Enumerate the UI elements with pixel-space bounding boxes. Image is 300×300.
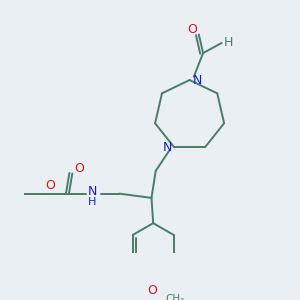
Text: H: H	[224, 37, 233, 50]
Text: N: N	[88, 184, 97, 198]
Text: CH₃: CH₃	[165, 294, 184, 300]
Text: H: H	[88, 197, 97, 207]
Text: O: O	[147, 284, 157, 297]
Text: O: O	[74, 162, 84, 175]
Text: O: O	[187, 23, 197, 36]
Text: N: N	[163, 141, 172, 154]
Text: O: O	[46, 179, 55, 192]
Text: N: N	[193, 74, 202, 86]
